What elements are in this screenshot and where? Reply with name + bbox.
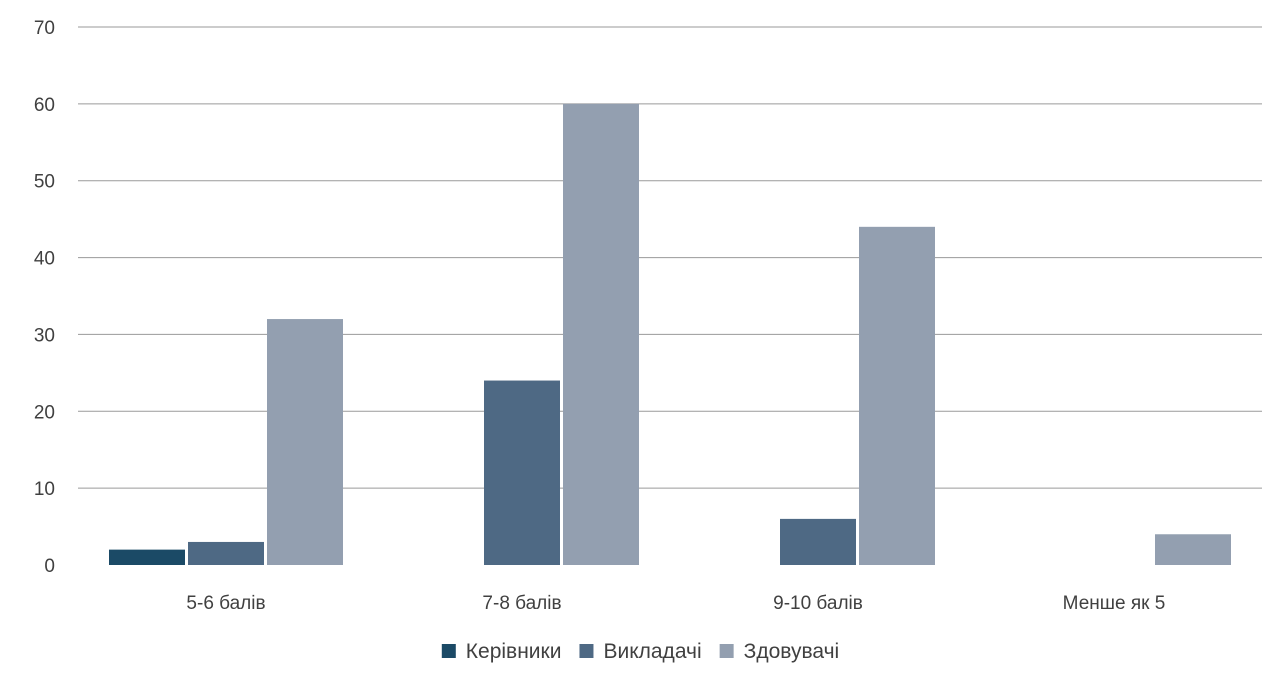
- legend: Керівники Викладачі Здовувачі: [441, 640, 840, 663]
- x-tick-label: 7-8 балів: [482, 593, 561, 614]
- legend-item: Викладачі: [579, 640, 702, 663]
- y-tick-label: 70: [34, 18, 55, 39]
- legend-swatch: [579, 644, 594, 658]
- legend-label: Здовувачі: [744, 640, 840, 663]
- legend-item: Керівники: [441, 640, 562, 663]
- bar-Здовувачі-Менше як 5: [1155, 534, 1231, 565]
- x-tick-label: 5-6 балів: [186, 593, 265, 614]
- legend-label: Викладачі: [603, 640, 701, 663]
- y-tick-label: 60: [34, 95, 55, 116]
- y-tick-label: 30: [34, 325, 55, 346]
- gridlines: [78, 26, 1262, 489]
- x-tick-label: Менше як 5: [1063, 593, 1166, 614]
- x-tick-label: 9-10 балів: [773, 593, 863, 614]
- bar-Здовувачі-7-8 балів: [563, 103, 639, 565]
- bar-Здовувачі-5-6 балів: [267, 319, 343, 565]
- y-tick-label: 50: [34, 172, 55, 193]
- bar-Здовувачі-9-10 балів: [859, 226, 935, 566]
- legend-swatch: [441, 644, 456, 658]
- bars: [109, 103, 1231, 566]
- bar-Викладачі-9-10 балів: [780, 518, 856, 565]
- bar-Викладачі-7-8 балів: [484, 380, 560, 565]
- legend-item: Здовувачі: [719, 640, 840, 663]
- bar-Керівники-5-6 балів: [109, 549, 185, 565]
- y-tick-label: 10: [34, 479, 55, 500]
- legend-label: Керівники: [466, 640, 562, 663]
- y-tick-label: 40: [34, 249, 55, 270]
- y-tick-label: 0: [44, 556, 55, 577]
- y-tick-label: 20: [34, 402, 55, 423]
- bar-Викладачі-5-6 балів: [188, 541, 264, 565]
- legend-swatch: [719, 644, 734, 658]
- y-axis-ticks: 0 10 20 30 40 50 60 70: [34, 18, 55, 577]
- x-axis-ticks: 5-6 балів 7-8 балів 9-10 балів Менше як 5: [186, 593, 1165, 614]
